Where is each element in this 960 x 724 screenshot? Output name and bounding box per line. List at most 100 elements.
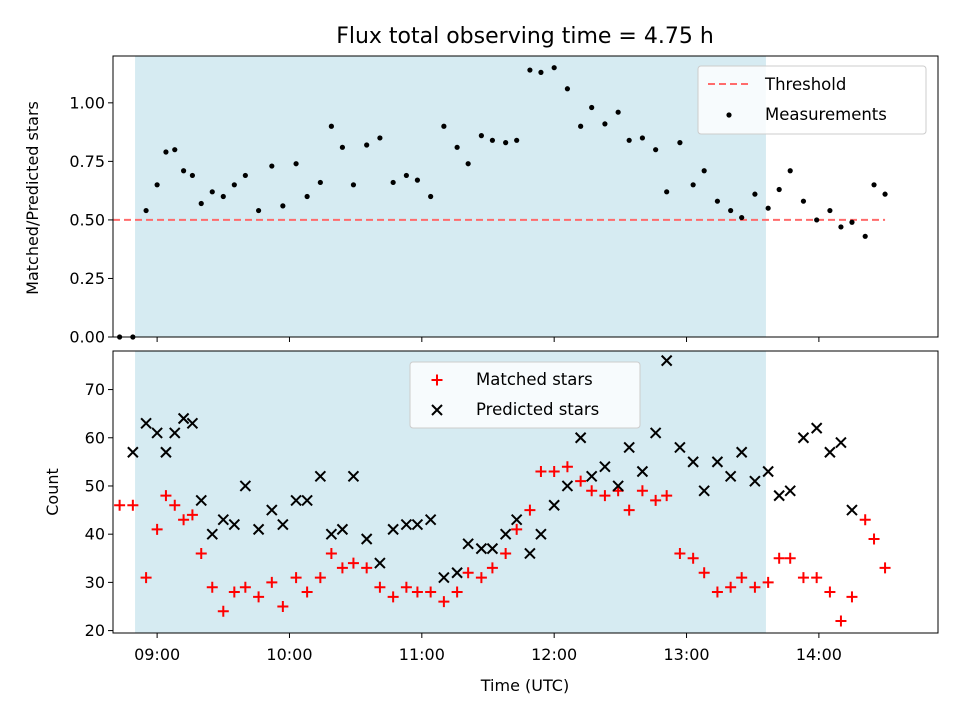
predicted-star-point xyxy=(177,412,190,425)
y-tick-label: 0.00 xyxy=(69,328,105,347)
predicted-star-point xyxy=(749,475,761,487)
ratio-legend: Threshold Measurements xyxy=(697,65,927,135)
predicted-star-point xyxy=(574,432,587,444)
measurement-point xyxy=(328,123,334,129)
predicted-star-point xyxy=(735,446,748,458)
matched-star-point xyxy=(301,586,313,598)
predicted-star-point xyxy=(266,504,278,516)
measurement-point xyxy=(220,193,226,200)
measurement-point xyxy=(280,203,286,209)
predicted-star-point xyxy=(660,354,673,367)
matched-star-point xyxy=(511,523,523,535)
matched-star-point xyxy=(636,485,648,497)
x-marker xyxy=(431,404,443,416)
predicted-star-point xyxy=(535,528,547,540)
count-y-axis-label: Count xyxy=(43,468,62,516)
legend-predicted-swatch xyxy=(431,404,443,416)
x-axis-label: Time (UTC) xyxy=(480,676,569,695)
measurement-point xyxy=(589,104,595,111)
measurement-point xyxy=(428,193,434,200)
legend-matched-label: Matched stars xyxy=(476,370,593,389)
predicted-star-point xyxy=(784,485,796,497)
measurement-point xyxy=(578,123,584,129)
matched-star-point xyxy=(599,490,611,502)
measurement-point xyxy=(564,86,571,92)
predicted-star-point xyxy=(186,417,199,430)
predicted-star-point xyxy=(773,489,785,502)
predicted-star-point xyxy=(360,533,373,545)
predicted-star-point xyxy=(711,456,724,468)
matched-star-point xyxy=(325,547,337,559)
matched-star-point xyxy=(535,466,547,478)
measurement-point xyxy=(172,147,178,153)
matched-star-point xyxy=(749,581,761,593)
measurement-point xyxy=(664,189,670,195)
legend-measurements-label: Measurements xyxy=(765,105,887,124)
predicted-star-point xyxy=(374,557,386,569)
predicted-star-point xyxy=(462,538,474,550)
measurement-point xyxy=(454,144,460,150)
matched-star-point xyxy=(711,586,723,598)
count-x-axis: 09:00 10:00 11:00 12:00 13:00 14:00 xyxy=(134,633,842,664)
predicted-star-point xyxy=(400,518,413,531)
predicted-star-point xyxy=(649,427,662,439)
predicted-star-point xyxy=(475,542,488,555)
predicted-star-point xyxy=(387,523,399,536)
measurement-point xyxy=(639,135,646,141)
matched-star-point xyxy=(217,605,229,617)
matched-star-point xyxy=(868,533,880,545)
measurement-point xyxy=(364,142,370,148)
matched-star-point xyxy=(206,581,218,593)
matched-star-point xyxy=(475,572,487,584)
predicted-star-point xyxy=(336,523,349,536)
predicted-star-point xyxy=(438,571,450,584)
measurement-point xyxy=(739,214,745,221)
predicted-star-point xyxy=(451,567,463,579)
measurement-point xyxy=(752,191,758,197)
x-tick-label: 09:00 xyxy=(134,645,180,664)
measurement-point xyxy=(514,137,520,143)
matched-star-point xyxy=(151,523,163,535)
matched-star-point xyxy=(195,547,207,559)
matched-star-point xyxy=(687,552,699,564)
matched-star-point xyxy=(266,576,278,588)
predicted-star-point xyxy=(687,456,699,468)
predicted-star-point xyxy=(140,417,152,430)
matched-star-point xyxy=(784,552,796,564)
predicted-star-point xyxy=(160,446,172,458)
measurement-point xyxy=(390,179,396,186)
matched-star-point xyxy=(451,586,463,598)
predicted-star-point xyxy=(486,542,499,555)
matched-star-point xyxy=(824,586,836,598)
matched-star-point xyxy=(725,581,737,593)
y-tick-label: 60 xyxy=(85,428,105,447)
measurement-point xyxy=(538,69,544,75)
measurement-point xyxy=(304,193,310,200)
matched-star-point xyxy=(411,586,423,598)
measurement-point xyxy=(827,207,833,214)
matched-star-point xyxy=(879,562,891,574)
matched-star-point xyxy=(462,567,474,579)
measurement-point xyxy=(350,182,357,188)
measurement-point xyxy=(209,189,215,195)
measurement-point xyxy=(231,182,237,188)
predicted-star-point xyxy=(846,504,858,516)
measurement-point xyxy=(478,133,484,139)
y-tick-label: 40 xyxy=(85,525,105,544)
ratio-x-axis xyxy=(156,337,820,342)
matched-star-point xyxy=(797,572,809,584)
matched-star-point xyxy=(486,562,498,574)
y-tick-label: 70 xyxy=(85,380,105,399)
y-tick-label: 50 xyxy=(85,476,105,495)
matched-star-point xyxy=(500,547,512,559)
matched-star-point xyxy=(762,576,774,588)
predicted-star-point xyxy=(252,523,265,536)
measurement-point xyxy=(728,207,734,214)
measurement-point xyxy=(871,182,877,188)
predicted-star-point xyxy=(290,494,302,507)
matched-star-point xyxy=(698,567,710,579)
y-tick-label: 30 xyxy=(85,573,105,592)
measurement-point xyxy=(377,135,383,141)
matched-star-point xyxy=(114,499,126,511)
measurement-point xyxy=(701,168,707,174)
